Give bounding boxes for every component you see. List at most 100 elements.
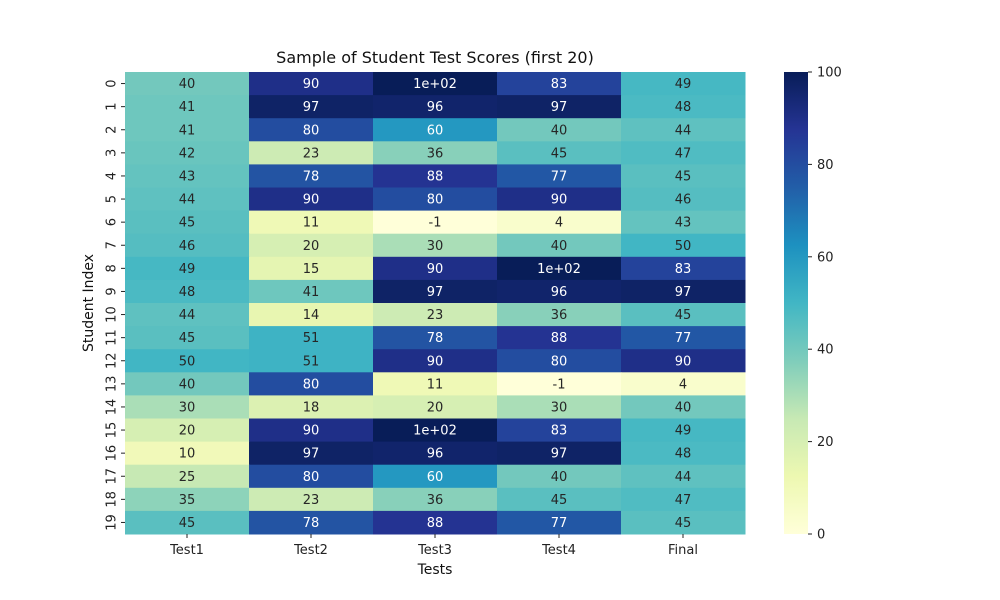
colorbar-tick-label: 100 [817, 66, 842, 81]
x-tick-label: Test3 [417, 543, 452, 558]
heatmap-cell [373, 210, 498, 235]
y-tick-label: 9 [105, 287, 120, 295]
cell-value-label: 80 [303, 377, 320, 392]
heatmap-cell [125, 256, 250, 281]
heatmap-cell [497, 395, 622, 419]
cell-value-label: 45 [551, 493, 568, 508]
y-tick-label: 8 [105, 264, 120, 272]
cell-value-label: 88 [551, 331, 568, 346]
cell-value-label: 35 [179, 493, 196, 508]
y-tick-label: 13 [105, 376, 120, 393]
cell-value-label: 97 [303, 447, 320, 462]
heatmap-cell [621, 164, 746, 188]
cell-value-label: 23 [303, 493, 320, 508]
cell-value-label: 49 [179, 262, 196, 277]
cell-value-label: 10 [179, 447, 196, 462]
cell-value-label: 1e+02 [537, 262, 581, 277]
cell-value-label: 45 [551, 146, 568, 161]
heatmap-cell [373, 141, 498, 165]
cell-value-label: 1e+02 [413, 77, 457, 92]
heatmap-cell [497, 303, 622, 327]
cell-value-label: 97 [551, 100, 568, 115]
cell-value-label: 80 [303, 123, 320, 138]
cell-value-label: 90 [427, 262, 444, 277]
cell-value-label: 51 [303, 354, 320, 369]
cell-value-label: 96 [427, 447, 444, 462]
heatmap-cell [249, 487, 374, 512]
heatmap-cell [497, 279, 622, 304]
heatmap-cell [621, 395, 746, 419]
heatmap-cell [497, 418, 622, 443]
cell-value-label: 97 [303, 100, 320, 115]
cell-value-label: 25 [179, 470, 196, 485]
cell-value-label: 11 [427, 377, 444, 392]
heatmap-cell [373, 95, 498, 119]
heatmap-cell [497, 233, 622, 258]
cell-value-label: 41 [179, 100, 196, 115]
cell-value-label: 80 [427, 193, 444, 208]
cell-value-label: 97 [427, 285, 444, 300]
cell-value-label: 4 [679, 377, 687, 392]
heatmap-cell [125, 303, 250, 327]
cell-value-label: 51 [303, 331, 320, 346]
heatmap-cell [621, 510, 746, 535]
x-tick-label: Test1 [169, 543, 204, 558]
heatmap-cell [249, 95, 374, 119]
heatmap-cell [125, 441, 250, 466]
heatmap-cell [621, 187, 746, 212]
heatmap-cell [373, 233, 498, 258]
y-tick-label: 18 [105, 491, 120, 508]
heatmap-cell [621, 72, 746, 96]
heatmap-cell [125, 372, 250, 396]
cell-value-label: 78 [427, 331, 444, 346]
cell-value-label: 23 [427, 308, 444, 323]
cell-value-label: 97 [551, 447, 568, 462]
heatmap-cell [373, 118, 498, 142]
cell-value-label: 49 [675, 77, 692, 92]
cell-value-label: 11 [303, 216, 320, 231]
x-tick-label: Test4 [541, 543, 576, 558]
heatmap-cell [621, 256, 746, 281]
cell-value-label: 43 [675, 216, 692, 231]
cell-value-label: 41 [179, 123, 196, 138]
y-tick-label: 4 [105, 172, 120, 180]
cell-value-label: 83 [551, 424, 568, 439]
heatmap-cell [373, 72, 498, 96]
heatmap-cell [125, 487, 250, 512]
cell-value-label: 83 [675, 262, 692, 277]
x-axis-ticks: Test1 Test2 Test3 Test4 Final [169, 534, 698, 558]
cell-value-label: 45 [179, 331, 196, 346]
heatmap-cell [621, 441, 746, 466]
chart-title: Sample of Student Test Scores (first 20) [276, 48, 594, 67]
y-tick-label: 15 [105, 422, 120, 439]
colorbar-tick-label: 60 [817, 250, 834, 265]
cell-value-label: 42 [179, 146, 196, 161]
cell-value-label: 40 [551, 470, 568, 485]
y-tick-label: 12 [105, 352, 120, 369]
heatmap-cell [373, 510, 498, 535]
heatmap-cell [125, 141, 250, 165]
cell-value-label: 50 [675, 239, 692, 254]
heatmap-cell [497, 256, 622, 281]
heatmap-cell [125, 349, 250, 373]
cell-value-label: 78 [303, 516, 320, 531]
cell-value-label: 90 [303, 424, 320, 439]
cell-value-label: 83 [551, 77, 568, 92]
cell-value-label: 46 [179, 239, 196, 254]
heatmap-cell [125, 418, 250, 443]
cell-value-label: 45 [179, 216, 196, 231]
cell-value-label: 90 [303, 77, 320, 92]
y-tick-label: 1 [105, 103, 120, 111]
heatmap-cell [497, 141, 622, 165]
heatmap-cell [249, 349, 374, 373]
cell-value-label: 44 [179, 308, 196, 323]
heatmap-cell [249, 441, 374, 466]
heatmap-cell [497, 464, 622, 489]
cell-value-label: 20 [427, 400, 444, 415]
cell-value-label: 48 [179, 285, 196, 300]
heatmap-cell [497, 187, 622, 212]
cell-value-label: 40 [551, 123, 568, 138]
heatmap-cell [249, 118, 374, 142]
heatmap-cell [621, 210, 746, 235]
